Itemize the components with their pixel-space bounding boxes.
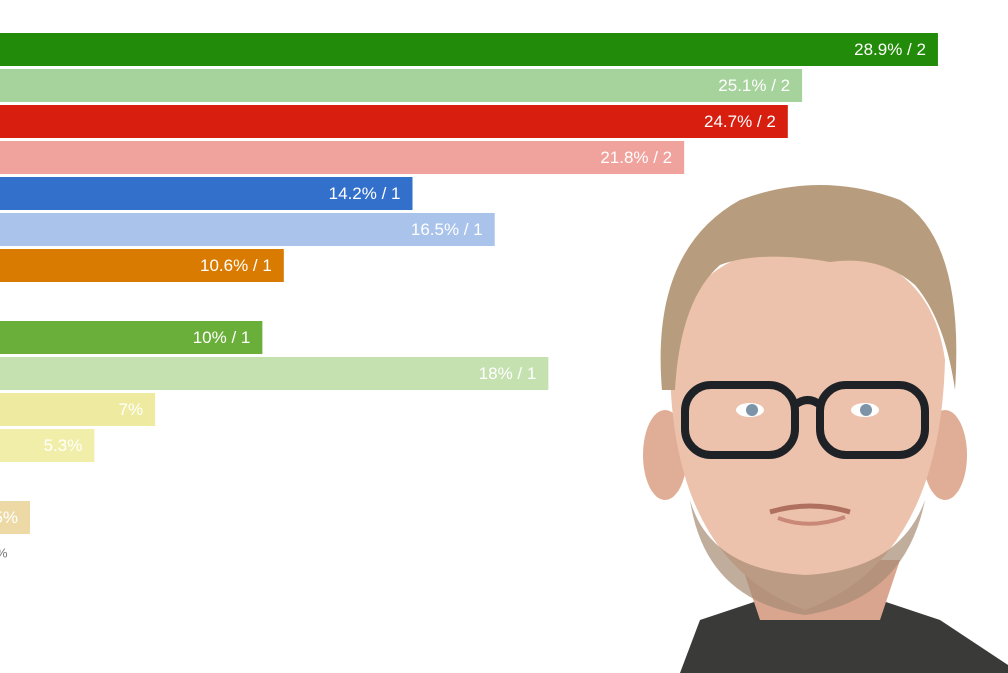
- value-label: 10% / 1: [193, 328, 251, 347]
- value-label: 18% / 1: [479, 364, 537, 383]
- portrait: [643, 185, 1008, 673]
- value-label: 3.5%: [0, 508, 18, 527]
- bar: [0, 321, 263, 354]
- value-label: 10.6% / 1: [200, 256, 272, 275]
- bar: [0, 249, 284, 282]
- bar: [0, 357, 549, 390]
- bars: 28.9% / 2 25.1% / 2 24.7% / 2 21.8% / 2 14.2…: [0, 33, 938, 534]
- value-label: 25.1% / 2: [718, 76, 790, 95]
- bar: [0, 69, 803, 102]
- value-label: 21.8% / 2: [600, 148, 672, 167]
- bar: [0, 393, 156, 426]
- bar: [0, 501, 31, 534]
- value-label: 14.2% / 1: [329, 184, 401, 203]
- value-label: 5.3%: [44, 436, 83, 455]
- bar: [0, 33, 938, 66]
- bar: [0, 429, 95, 462]
- value-label: 16.5% / 1: [411, 220, 483, 239]
- footnote: %: [0, 545, 8, 560]
- bar: [0, 177, 413, 210]
- bar: [0, 105, 788, 138]
- value-label: 24.7% / 2: [704, 112, 776, 131]
- bar: [0, 213, 495, 246]
- value-label: 7%: [119, 400, 144, 419]
- bar: [0, 141, 685, 174]
- value-label: 28.9% / 2: [854, 40, 926, 59]
